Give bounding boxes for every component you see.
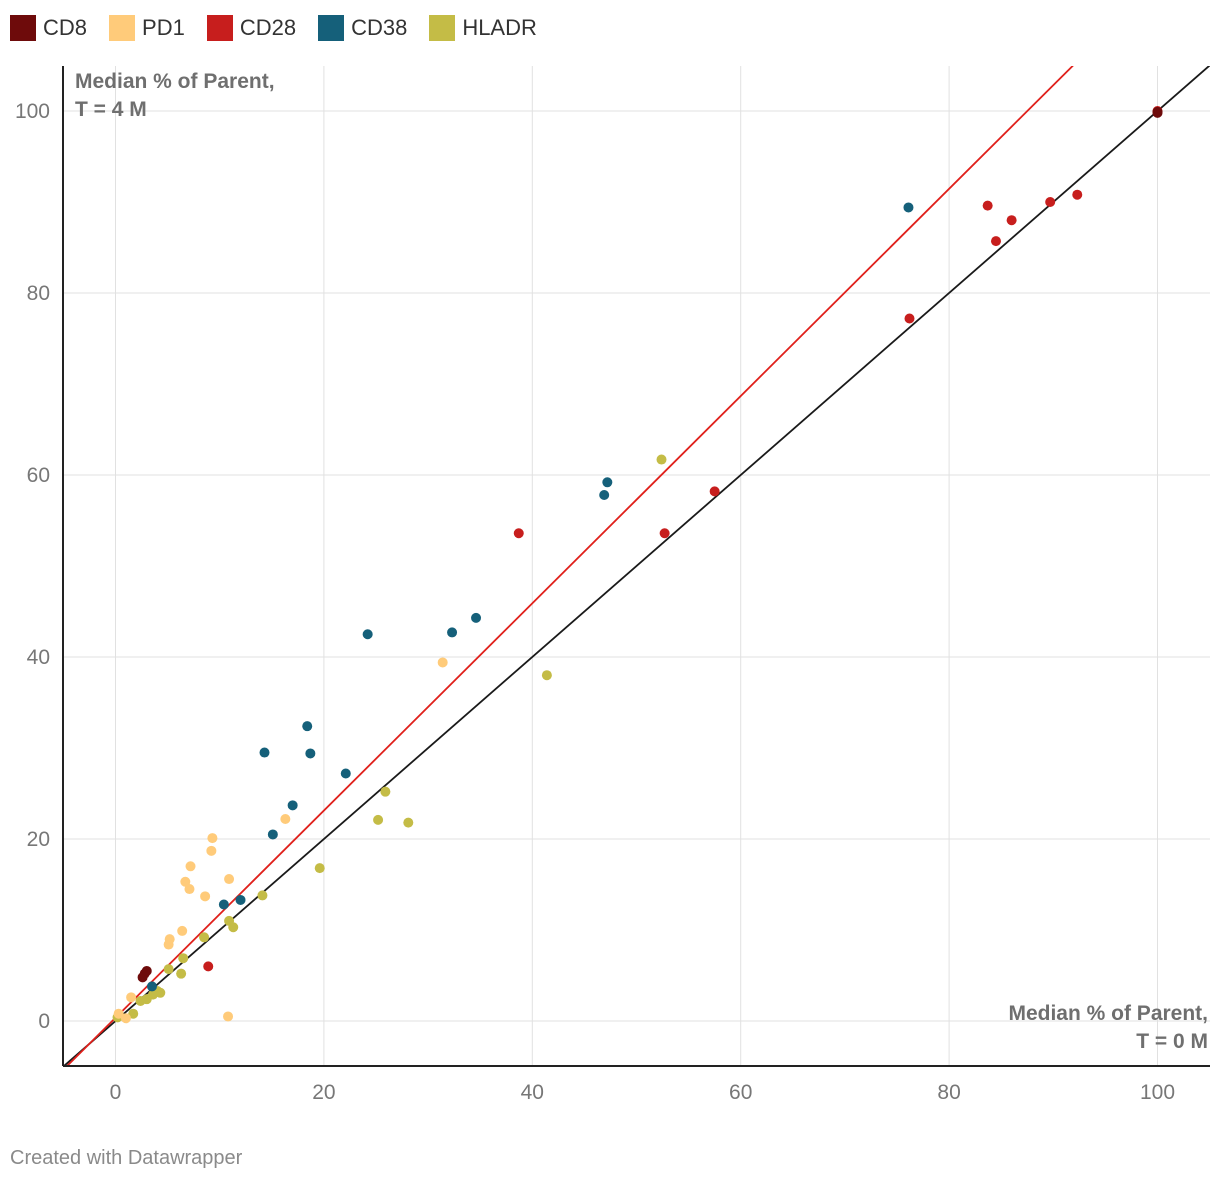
- point-pd1: [224, 874, 235, 885]
- point-pd1: [180, 876, 191, 887]
- point-hladr: [176, 968, 187, 979]
- grid-lines: [63, 66, 1210, 1066]
- point-hladr: [257, 890, 268, 901]
- point-cd28: [904, 313, 915, 324]
- point-cd38: [362, 629, 373, 640]
- y-tick-label: 80: [27, 282, 50, 305]
- point-cd28: [203, 961, 214, 972]
- point-pd1: [126, 992, 137, 1003]
- point-cd38: [287, 800, 298, 811]
- legend-swatch: [318, 15, 345, 41]
- x-tick-label: 0: [110, 1081, 122, 1104]
- credit-text: Created with Datawrapper: [10, 1147, 243, 1169]
- legend-label: CD8: [43, 15, 88, 40]
- point-cd38: [447, 627, 458, 638]
- x-axis-title-line: T = 0 M: [1136, 1030, 1208, 1053]
- reference-line-identity: [63, 66, 1210, 1066]
- y-tick-label: 40: [27, 646, 50, 669]
- point-cd38: [302, 721, 313, 732]
- data-points: [112, 106, 1163, 1024]
- point-hladr: [128, 1008, 139, 1019]
- legend-item-cd8: CD8: [10, 15, 87, 41]
- point-pd1: [184, 884, 195, 895]
- point-pd1: [163, 939, 174, 950]
- point-pd1: [207, 833, 218, 844]
- tick-labels: 0 20 40 60 80 100 0 20 40 60 80 100: [15, 100, 1175, 1104]
- point-pd1: [223, 1011, 234, 1022]
- point-cd28: [513, 528, 524, 539]
- point-hladr: [163, 964, 174, 975]
- legend-swatch: [206, 15, 233, 41]
- legend-item-cd28: CD28: [206, 15, 297, 41]
- x-tick-label: 100: [1140, 1081, 1175, 1104]
- legend-label: HLADR: [462, 15, 537, 40]
- reference-line-fit: [65, 66, 1074, 1066]
- legend-label: CD38: [351, 15, 408, 40]
- point-cd38: [146, 981, 157, 992]
- point-cd38: [235, 894, 246, 905]
- axis-titles: Median % of Parent, T = 4 M Median % of Pa…: [75, 70, 1208, 1053]
- legend-item-cd38: CD38: [318, 15, 407, 41]
- point-cd8: [1152, 106, 1163, 117]
- point-hladr: [380, 786, 391, 797]
- point-hladr: [199, 932, 210, 943]
- point-cd38: [599, 490, 610, 501]
- point-pd1: [185, 861, 196, 872]
- reference-lines: [63, 66, 1210, 1066]
- legend: CD8 PD1 CD28 CD38 HLADR: [10, 12, 559, 44]
- point-pd1: [113, 1008, 124, 1019]
- point-cd28: [982, 200, 993, 211]
- legend-item-hladr: HLADR: [429, 15, 537, 41]
- legend-swatch: [429, 15, 456, 41]
- x-tick-label: 60: [729, 1081, 752, 1104]
- point-cd28: [990, 236, 1001, 247]
- axes: [62, 66, 1210, 1067]
- legend-label: CD28: [239, 15, 297, 40]
- point-cd28: [659, 528, 670, 539]
- point-cd38: [471, 612, 482, 623]
- point-pd1: [206, 845, 217, 856]
- point-cd28: [709, 486, 720, 497]
- x-tick-label: 20: [312, 1081, 335, 1104]
- point-cd28: [1006, 215, 1017, 226]
- point-cd38: [267, 829, 278, 840]
- x-tick-label: 40: [521, 1081, 544, 1104]
- y-axis-title-line: Median % of Parent,: [75, 70, 275, 93]
- legend-item-pd1: PD1: [109, 15, 185, 41]
- point-cd28: [1045, 197, 1056, 207]
- point-hladr: [228, 922, 239, 933]
- point-cd38: [903, 202, 914, 213]
- point-cd38: [218, 899, 229, 910]
- scatter-chart: 0 20 40 60 80 100 0 20 40 60 80 100 Median % of Par…: [15, 66, 1210, 1104]
- point-pd1: [280, 813, 291, 824]
- point-hladr: [314, 863, 325, 874]
- point-cd38: [602, 477, 613, 488]
- y-tick-label: 60: [27, 464, 50, 487]
- y-tick-label: 0: [38, 1010, 50, 1033]
- point-cd38: [340, 768, 351, 779]
- point-cd8: [141, 965, 152, 976]
- y-tick-label: 20: [27, 828, 50, 851]
- point-pd1: [177, 925, 188, 936]
- point-cd28: [1072, 189, 1083, 200]
- point-hladr: [155, 987, 166, 998]
- y-axis-title-line: T = 4 M: [75, 98, 147, 121]
- legend-swatch: [10, 15, 36, 41]
- y-tick-label: 100: [15, 100, 50, 123]
- point-cd38: [259, 747, 270, 758]
- legend-label: PD1: [142, 15, 185, 40]
- point-pd1: [437, 657, 448, 668]
- point-pd1: [120, 1013, 131, 1024]
- point-hladr: [403, 817, 414, 828]
- point-cd38: [305, 748, 316, 759]
- x-tick-label: 80: [937, 1081, 960, 1104]
- x-axis-title-line: Median % of Parent,: [1008, 1002, 1208, 1025]
- point-hladr: [178, 953, 189, 964]
- point-hladr: [373, 814, 384, 825]
- point-hladr: [656, 454, 667, 465]
- point-pd1: [200, 891, 211, 902]
- point-hladr: [541, 670, 552, 681]
- legend-swatch: [109, 15, 136, 41]
